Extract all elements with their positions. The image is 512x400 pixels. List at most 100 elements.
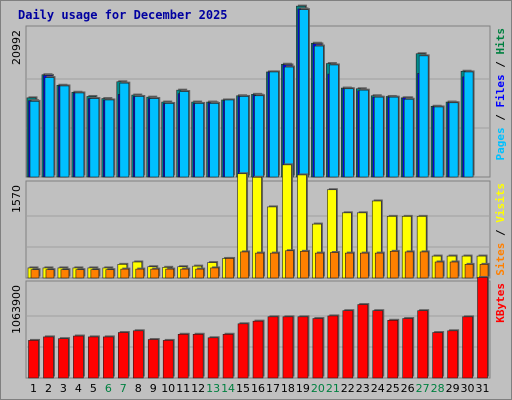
bar-sites-day-25	[389, 251, 399, 279]
bar-sites-day-27	[419, 251, 429, 279]
bar-kbytes-day-31	[477, 277, 488, 379]
bar-sites-day-24	[374, 252, 384, 279]
bar-sites-day-1	[30, 269, 40, 279]
bar-pages-day-20	[314, 45, 324, 178]
bar-pages-day-22	[344, 88, 354, 178]
bar-pages-day-25	[388, 96, 399, 178]
x-tick-label-day-7: 7	[120, 382, 127, 395]
bar-kbytes-day-25	[387, 320, 399, 379]
bar-kbytes-day-8	[132, 330, 144, 379]
legend-part: Pages	[494, 127, 507, 160]
bar-kbytes-day-20	[312, 318, 324, 379]
bar-kbytes-day-9	[147, 339, 159, 379]
panel-pages_files_hits: 20992 Pages / Files / Hits	[10, 4, 507, 178]
bar-pages-day-30	[463, 71, 474, 178]
x-tick-label-day-19: 19	[296, 382, 310, 395]
bar-sites-day-10	[165, 268, 175, 279]
bar-kbytes-day-18	[282, 316, 294, 379]
bar-sites-day-29	[449, 261, 459, 279]
bar-kbytes-day-12	[192, 333, 204, 379]
bar-pages-day-9	[149, 98, 160, 178]
x-axis-day-labels: 1 2 3 4 5 6 7 8 9 10 11 12 13 14 15 16 17 18 19 20 21 22 23 24 2…	[30, 382, 490, 395]
x-tick-label-day-16: 16	[251, 382, 265, 395]
bar-pages-day-19	[299, 9, 309, 178]
bar-kbytes-day-3	[58, 338, 69, 379]
bar-kbytes-day-27	[417, 310, 428, 379]
x-tick-label-day-30: 30	[461, 382, 475, 395]
y-tick-label: 1570	[10, 185, 23, 213]
bar-pages-day-5	[89, 98, 100, 178]
bar-kbytes-day-21	[327, 315, 339, 379]
bar-sites-day-23	[359, 252, 369, 279]
bar-kbytes-day-28	[432, 332, 443, 379]
panel-kbytes: 1063900 KBytes	[10, 275, 507, 379]
x-tick-label-day-29: 29	[446, 382, 460, 395]
bar-pages-day-4	[74, 92, 85, 178]
x-tick-label-day-20: 20	[311, 382, 325, 395]
bar-sites-day-13	[210, 267, 219, 279]
bar-pages-day-24	[373, 96, 384, 178]
x-tick-label-day-18: 18	[281, 382, 295, 395]
bar-sites-day-6	[105, 269, 115, 279]
x-tick-label-day-11: 11	[176, 382, 190, 395]
x-tick-label-day-22: 22	[341, 382, 355, 395]
bar-sites-day-26	[404, 251, 414, 279]
legend-part: Hits	[494, 28, 507, 55]
y-tick-label: 20992	[10, 30, 23, 65]
bar-pages-day-28	[433, 106, 444, 178]
bar-sites-day-28	[434, 261, 444, 279]
bar-sites-day-9	[150, 268, 160, 279]
series-legend-kbytes: KBytes	[494, 283, 507, 323]
bar-kbytes-day-19	[297, 316, 309, 379]
series-legend-visits_sites: Sites / Visits	[494, 183, 507, 276]
bar-sites-day-12	[195, 268, 204, 279]
bar-pages-day-10	[164, 103, 175, 178]
bar-sites-day-4	[75, 269, 85, 279]
bar-sites-day-21	[330, 252, 339, 279]
bar-sites-day-16	[255, 252, 264, 279]
bar-sites-day-19	[300, 251, 309, 279]
x-tick-label-day-3: 3	[60, 382, 67, 395]
bar-pages-day-26	[403, 98, 414, 178]
bar-kbytes-day-22	[342, 310, 354, 379]
chart-title: Daily usage for December 2025	[18, 8, 228, 22]
bar-sites-day-31	[479, 264, 489, 279]
bar-sites-day-7	[120, 268, 130, 279]
x-tick-label-day-23: 23	[356, 382, 370, 395]
legend-part: Files	[494, 74, 507, 107]
y-tick-label: 1063900	[10, 285, 23, 334]
bar-kbytes-day-16	[252, 320, 264, 379]
bar-sites-day-18	[285, 250, 294, 279]
x-tick-label-day-4: 4	[75, 382, 82, 395]
legend-part: /	[494, 223, 507, 243]
bar-sites-day-15	[240, 251, 249, 279]
x-tick-label-day-17: 17	[266, 382, 280, 395]
bar-kbytes-day-24	[372, 310, 384, 379]
bar-sites-day-22	[345, 252, 354, 279]
bar-kbytes-day-23	[357, 304, 369, 379]
bar-pages-day-11	[179, 91, 189, 178]
bar-pages-day-16	[254, 95, 264, 178]
bar-pages-day-27	[418, 55, 429, 178]
bar-kbytes-day-14	[222, 333, 234, 379]
bar-pages-day-12	[194, 103, 204, 178]
x-tick-label-day-31: 31	[476, 382, 490, 395]
legend-part: /	[494, 55, 507, 75]
bar-kbytes-day-11	[177, 333, 189, 379]
x-tick-label-day-1: 1	[30, 382, 37, 395]
bar-pages-day-17	[269, 71, 279, 178]
bar-pages-day-2	[44, 77, 55, 178]
bar-sites-day-8	[135, 268, 145, 279]
bar-kbytes-day-2	[43, 336, 54, 379]
x-tick-label-day-24: 24	[371, 382, 385, 395]
x-tick-label-day-13: 13	[206, 382, 220, 395]
x-tick-label-day-21: 21	[326, 382, 340, 395]
bar-sites-day-17	[270, 252, 279, 279]
bar-sites-day-3	[60, 269, 70, 279]
panel-visits_sites: 1570 Sites / Visits	[10, 163, 507, 279]
bar-kbytes-day-29	[447, 330, 458, 379]
x-tick-label-day-28: 28	[431, 382, 445, 395]
legend-part: Sites	[494, 243, 507, 276]
x-tick-label-day-10: 10	[161, 382, 175, 395]
bar-pages-day-21	[329, 64, 339, 178]
